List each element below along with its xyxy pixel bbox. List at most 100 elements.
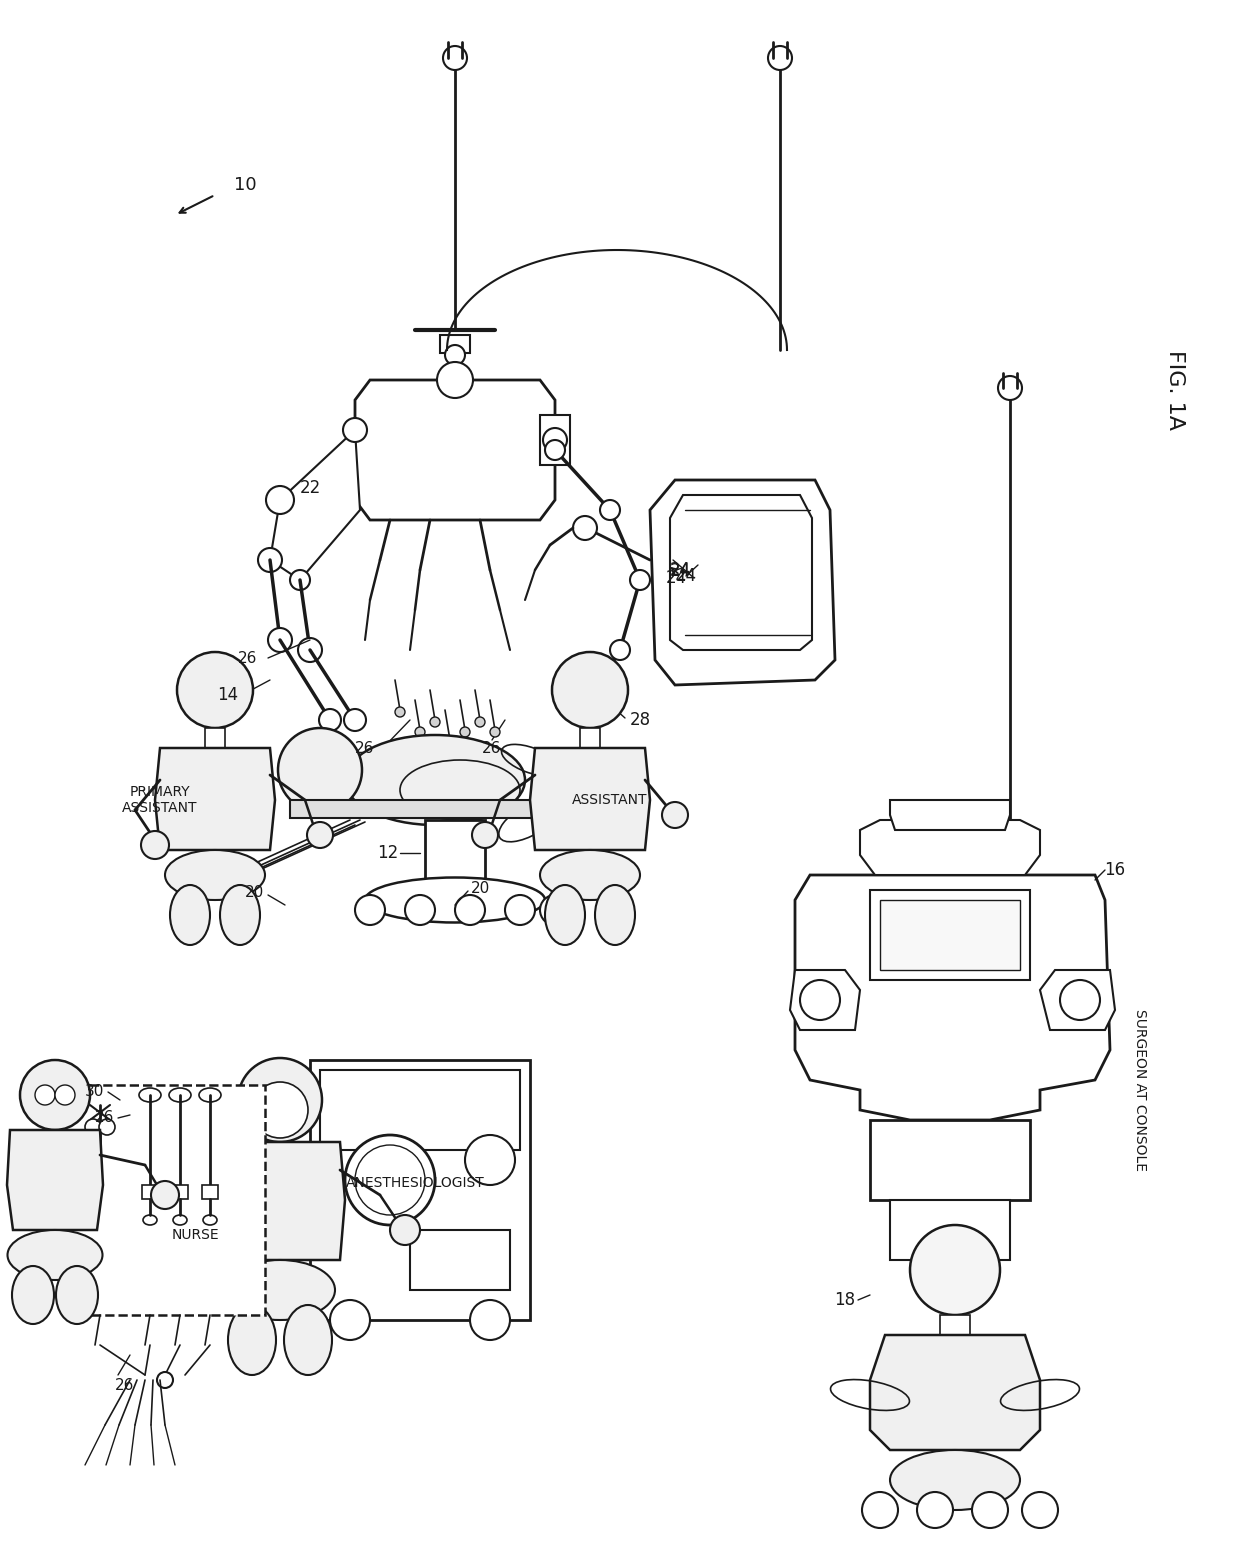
Circle shape <box>396 706 405 717</box>
Circle shape <box>86 1119 100 1135</box>
Text: 24: 24 <box>670 561 691 580</box>
Text: 26: 26 <box>482 741 502 756</box>
Bar <box>440 335 470 352</box>
Bar <box>64 1085 265 1314</box>
Circle shape <box>20 1060 91 1130</box>
Circle shape <box>355 895 384 924</box>
Circle shape <box>166 1175 193 1204</box>
Bar <box>143 1185 157 1199</box>
Bar <box>580 728 600 748</box>
Circle shape <box>475 717 485 726</box>
Bar <box>205 728 224 748</box>
Text: 26: 26 <box>238 650 258 666</box>
Circle shape <box>470 1300 510 1341</box>
Circle shape <box>391 1214 420 1246</box>
Ellipse shape <box>890 1450 1021 1511</box>
Circle shape <box>445 345 465 365</box>
Text: 10: 10 <box>233 176 257 193</box>
Text: 14: 14 <box>217 686 238 705</box>
Circle shape <box>539 895 570 924</box>
Circle shape <box>455 895 485 924</box>
Circle shape <box>862 1492 898 1528</box>
Text: 22: 22 <box>299 479 321 497</box>
Circle shape <box>55 1085 74 1105</box>
Text: 26: 26 <box>115 1378 135 1392</box>
Ellipse shape <box>284 1305 332 1375</box>
Ellipse shape <box>170 886 210 945</box>
Circle shape <box>443 47 467 70</box>
Circle shape <box>258 549 281 572</box>
Circle shape <box>630 571 650 589</box>
Circle shape <box>490 726 500 737</box>
Text: SURGEON AT CONSOLE: SURGEON AT CONSOLE <box>1133 1009 1147 1171</box>
Ellipse shape <box>56 1266 98 1324</box>
Text: 24: 24 <box>666 569 687 588</box>
Polygon shape <box>795 875 1110 1119</box>
Circle shape <box>343 418 367 443</box>
Circle shape <box>290 571 310 589</box>
Bar <box>290 800 570 818</box>
Bar <box>870 1119 1030 1200</box>
Text: NURSE: NURSE <box>171 1228 218 1243</box>
Ellipse shape <box>539 850 640 900</box>
Circle shape <box>252 1082 308 1138</box>
Bar <box>890 1200 1011 1260</box>
Text: 20: 20 <box>470 881 490 895</box>
Polygon shape <box>155 748 275 850</box>
Circle shape <box>662 801 688 828</box>
Bar <box>425 820 485 900</box>
Text: 26: 26 <box>356 741 374 756</box>
Circle shape <box>543 429 567 452</box>
Ellipse shape <box>228 1305 277 1375</box>
Bar <box>539 415 570 465</box>
Circle shape <box>345 1135 435 1225</box>
Polygon shape <box>1040 970 1115 1030</box>
Circle shape <box>355 1144 425 1214</box>
Circle shape <box>972 1492 1008 1528</box>
Polygon shape <box>529 748 650 850</box>
Text: 28: 28 <box>630 711 651 730</box>
Polygon shape <box>355 380 556 521</box>
Polygon shape <box>215 1143 345 1260</box>
Circle shape <box>910 1225 999 1314</box>
Circle shape <box>415 726 425 737</box>
Text: 18: 18 <box>835 1291 856 1310</box>
Text: 24: 24 <box>670 561 691 578</box>
Circle shape <box>472 822 498 848</box>
Circle shape <box>343 709 366 731</box>
Polygon shape <box>790 970 861 1030</box>
Ellipse shape <box>224 1260 335 1320</box>
Circle shape <box>267 486 294 514</box>
Circle shape <box>330 1300 370 1341</box>
Bar <box>870 890 1030 981</box>
Bar <box>320 1069 520 1151</box>
Circle shape <box>573 516 596 539</box>
Circle shape <box>151 1182 179 1208</box>
Bar <box>880 900 1021 970</box>
Text: PRIMARY
ASSISTANT: PRIMARY ASSISTANT <box>123 784 197 815</box>
Ellipse shape <box>345 734 525 825</box>
Text: 12: 12 <box>377 843 398 862</box>
Polygon shape <box>861 820 1040 875</box>
Ellipse shape <box>165 850 265 900</box>
Text: FIG. 1A: FIG. 1A <box>1166 351 1185 430</box>
Circle shape <box>308 822 334 848</box>
Circle shape <box>238 1059 322 1143</box>
Polygon shape <box>650 480 835 684</box>
Circle shape <box>918 1492 954 1528</box>
Polygon shape <box>270 430 360 580</box>
Circle shape <box>298 638 322 663</box>
Text: 24: 24 <box>676 567 697 585</box>
Text: ANESTHESIOLOGIST: ANESTHESIOLOGIST <box>346 1175 485 1190</box>
Circle shape <box>35 1085 55 1105</box>
Polygon shape <box>890 800 1011 829</box>
Circle shape <box>445 737 455 747</box>
Circle shape <box>1022 1492 1058 1528</box>
Circle shape <box>465 1135 515 1185</box>
Ellipse shape <box>546 886 585 945</box>
Circle shape <box>436 362 472 398</box>
Circle shape <box>580 691 600 709</box>
Circle shape <box>278 728 362 812</box>
Circle shape <box>177 652 253 728</box>
Bar <box>202 1185 218 1199</box>
